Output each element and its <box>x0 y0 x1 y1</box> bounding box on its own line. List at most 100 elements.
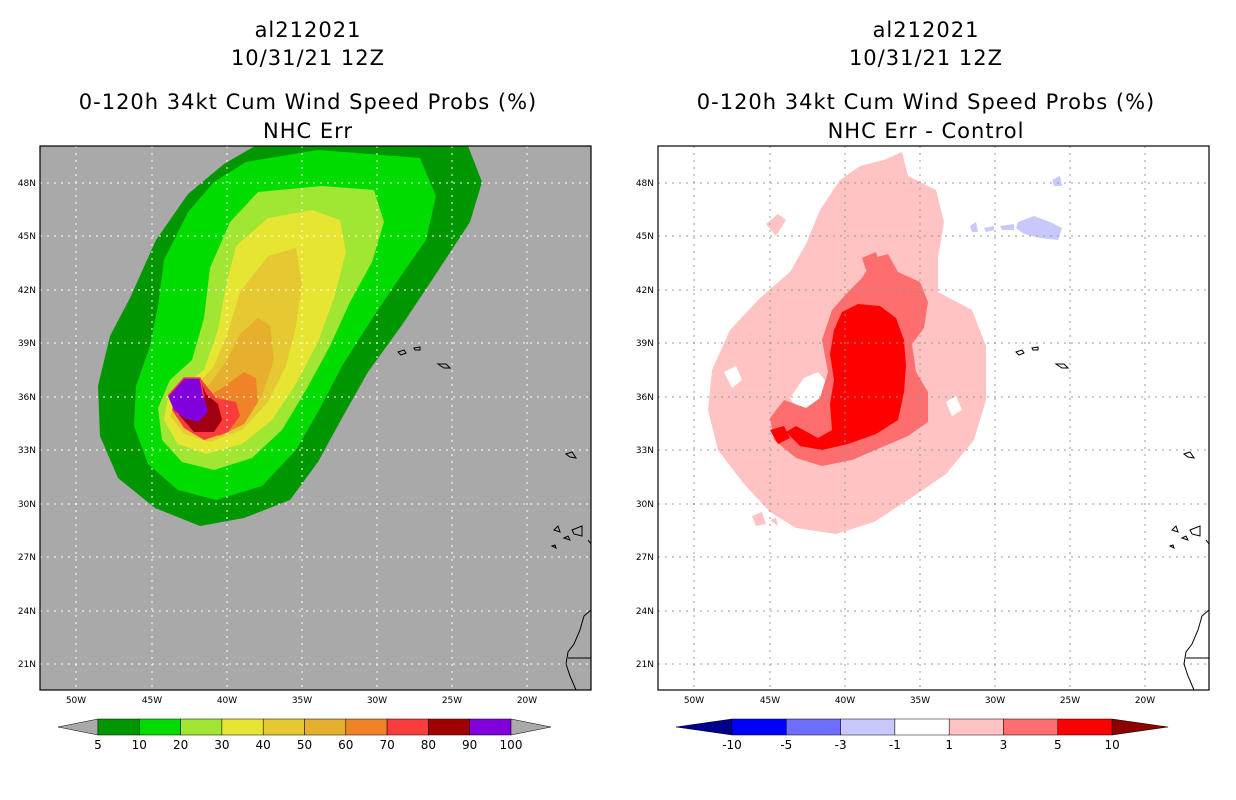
left-map: 48N 45N 42N 39N 36N 33N 30N 27N 24N 21N 50W 45W 40W… <box>18 145 592 706</box>
left-title: 0-120h 34kt Cum Wind Speed Probs (%) <box>78 90 538 114</box>
lat-tick-label: 21N <box>18 660 36 670</box>
colorbar-label: 30 <box>214 738 229 752</box>
lat-tick-label: 48N <box>18 179 36 189</box>
left-africa-coast <box>565 609 592 691</box>
lat-tick-label: 24N <box>18 607 36 617</box>
left-subtitle: NHC Err <box>262 119 353 143</box>
left-lon-labels: 50W 45W 40W 35W 30W 25W 20W <box>66 696 537 706</box>
colorbar-label: 100 <box>500 738 523 752</box>
diff-5-to-10 <box>786 304 906 450</box>
colorbar-label: 10 <box>1104 738 1119 752</box>
lon-tick-label: 30W <box>985 696 1005 706</box>
left-map-frame <box>39 145 592 691</box>
right-map-frame <box>657 145 1210 691</box>
left-madeira-canary-islands <box>550 451 592 549</box>
colorbar-label: 5 <box>94 738 102 752</box>
lon-tick-label: 25W <box>1060 696 1080 706</box>
colorbar-swatch <box>262 718 305 736</box>
right-storm-id: al212021 <box>872 18 980 42</box>
diff-5-to-10-fragment <box>770 426 790 444</box>
diff-1-to-3-fragment-a <box>766 214 786 236</box>
diff-1-to-3-fragment-b <box>752 512 778 526</box>
colorbar-label: 90 <box>462 738 477 752</box>
left-colorbar: 5 10 20 30 40 50 60 70 80 90 100 <box>57 718 552 752</box>
colorbar-swatch <box>139 718 181 736</box>
colorbar-swatch <box>345 718 388 736</box>
colorbar-label: 1 <box>945 738 953 752</box>
colorbar-label: 5 <box>1054 738 1062 752</box>
right-madeira-canary-islands <box>1168 451 1210 549</box>
diff-3-to-5-fragment <box>862 252 880 270</box>
lat-tick-label: 39N <box>18 339 36 349</box>
lat-tick-label: 36N <box>18 393 36 403</box>
left-storm-id: al212021 <box>254 18 362 42</box>
right-africa-coast <box>1183 609 1210 691</box>
colorbar-right-end <box>510 718 552 736</box>
lon-tick-label: 20W <box>517 696 537 706</box>
lat-tick-label: 27N <box>636 553 654 563</box>
lat-tick-label: 21N <box>636 660 654 670</box>
right-lat-labels: 48N 45N 42N 39N 36N 33N 30N 27N 24N 21N <box>636 179 654 670</box>
contour-90-edge <box>167 377 205 399</box>
lat-tick-label: 30N <box>636 500 654 510</box>
lat-tick-label: 42N <box>18 286 36 296</box>
right-subtitle: NHC Err - Control <box>827 119 1025 143</box>
lat-tick-label: 33N <box>18 446 36 456</box>
colorbar-swatch <box>469 718 512 736</box>
lon-tick-label: 25W <box>442 696 462 706</box>
colorbar-swatch <box>948 718 1004 736</box>
colorbar-swatch <box>731 718 787 736</box>
colorbar-label: 3 <box>1000 738 1008 752</box>
lon-tick-label: 20W <box>1135 696 1155 706</box>
colorbar-label: -5 <box>780 738 792 752</box>
diff-neg-1-to-neg-3 <box>970 176 1062 240</box>
colorbar-left-end <box>57 718 99 736</box>
lon-tick-label: 35W <box>910 696 930 706</box>
lat-tick-label: 24N <box>636 607 654 617</box>
right-gridlines <box>658 146 1209 690</box>
right-azores-islands <box>1015 346 1070 369</box>
right-coastlines <box>1015 346 1210 691</box>
left-coastlines <box>397 346 592 691</box>
colorbar-swatch <box>1003 718 1059 736</box>
contour-90 <box>168 378 208 422</box>
colorbar-label: -3 <box>835 738 847 752</box>
lon-tick-label: 45W <box>760 696 780 706</box>
colorbar-right-end <box>1111 718 1169 736</box>
colorbar-left-end <box>675 718 733 736</box>
colorbar-swatch <box>304 718 347 736</box>
left-gridlines <box>40 146 591 690</box>
right-map: 48N 45N 42N 39N 36N 33N 30N 27N 24N 21N 50W 45W 40W… <box>636 145 1210 706</box>
left-probability-contours <box>98 146 482 526</box>
right-datetime: 10/31/21 12Z <box>848 46 1004 70</box>
colorbar-label: 10 <box>132 738 147 752</box>
right-title: 0-120h 34kt Cum Wind Speed Probs (%) <box>696 90 1156 114</box>
lat-tick-label: 48N <box>636 179 654 189</box>
lat-tick-label: 36N <box>636 393 654 403</box>
left-azores-islands <box>397 346 452 369</box>
lon-tick-label: 30W <box>367 696 387 706</box>
colorbar-swatch <box>428 718 470 736</box>
lat-tick-label: 33N <box>636 446 654 456</box>
colorbar-label: 40 <box>256 738 271 752</box>
lon-tick-label: 50W <box>684 696 704 706</box>
colorbar-label: 60 <box>338 738 353 752</box>
lat-tick-label: 45N <box>636 232 654 242</box>
colorbar-label: 50 <box>297 738 312 752</box>
lon-tick-label: 40W <box>835 696 855 706</box>
lat-tick-label: 30N <box>18 500 36 510</box>
left-datetime: 10/31/21 12Z <box>230 46 386 70</box>
right-colorbar: -10 -5 -3 -1 1 3 5 10 <box>675 718 1169 752</box>
colorbar-swatch <box>180 718 223 736</box>
colorbar-swatch <box>97 718 140 736</box>
lon-tick-label: 40W <box>217 696 237 706</box>
colorbar-swatch <box>221 718 264 736</box>
colorbar-swatch <box>1057 718 1113 736</box>
colorbar-label: -1 <box>889 738 901 752</box>
lat-tick-label: 27N <box>18 553 36 563</box>
lat-tick-label: 39N <box>636 339 654 349</box>
colorbar-label: 20 <box>173 738 188 752</box>
lon-tick-label: 35W <box>292 696 312 706</box>
